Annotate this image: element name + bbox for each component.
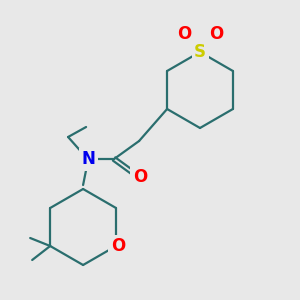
Text: O: O — [209, 25, 223, 43]
Text: O: O — [111, 237, 125, 255]
Text: O: O — [133, 168, 147, 186]
Text: S: S — [194, 43, 206, 61]
Text: O: O — [177, 25, 191, 43]
Text: N: N — [81, 150, 95, 168]
